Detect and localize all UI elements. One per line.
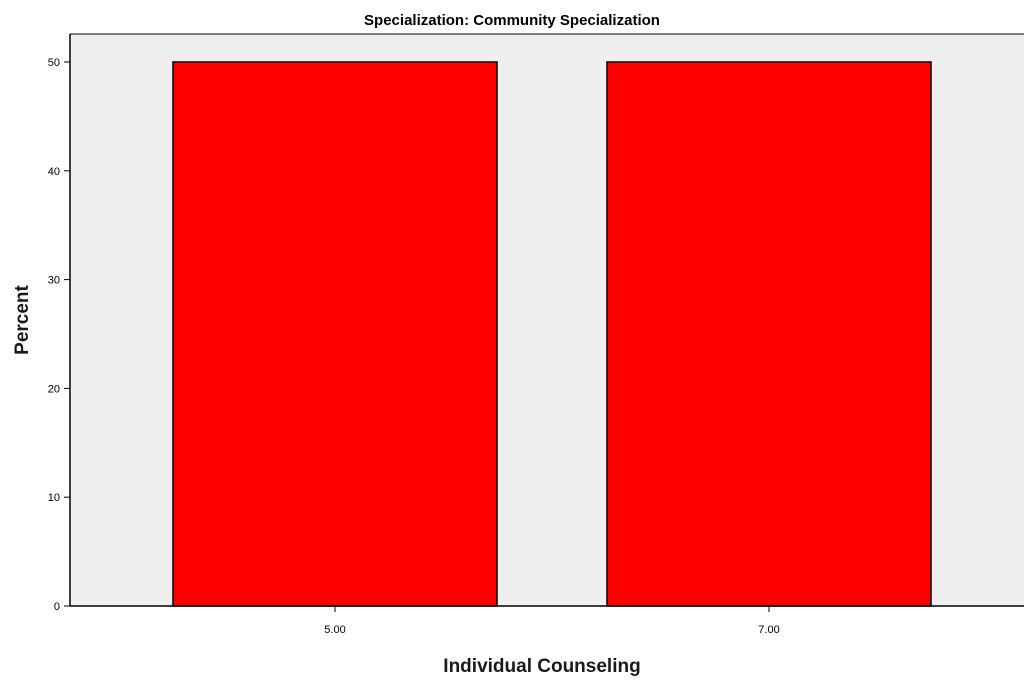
bar-1	[606, 61, 932, 607]
x-tick-label-0: 5.00	[324, 624, 345, 636]
y-tick-label-5: 50	[48, 57, 60, 69]
y-tick-label-2: 20	[48, 383, 60, 395]
y-axis-label: Percent	[12, 284, 33, 354]
x-axis-ticks: 5.00 7.00	[324, 606, 780, 636]
chart-title: Specialization: Community Specialization	[364, 12, 660, 29]
y-tick-label-3: 30	[48, 275, 60, 287]
bar-group	[172, 61, 932, 607]
bar-0	[172, 61, 498, 607]
x-axis-label: Individual Counseling	[443, 656, 640, 677]
y-axis-ticks: 0 10 20 30 40 50	[48, 57, 70, 613]
y-tick-label-4: 40	[48, 166, 60, 178]
x-tick-label-1: 7.00	[758, 624, 779, 636]
y-tick-label-1: 10	[48, 492, 60, 504]
y-tick-label-0: 0	[54, 601, 60, 613]
